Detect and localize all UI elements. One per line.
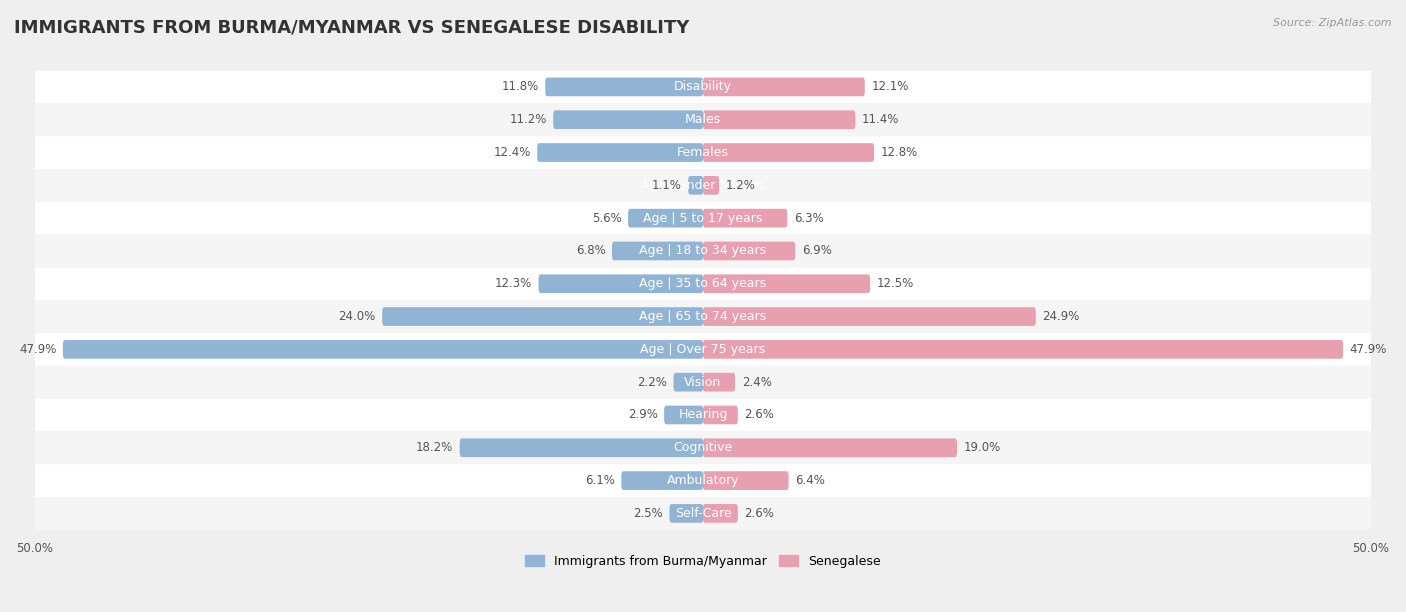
FancyBboxPatch shape	[546, 78, 703, 96]
Text: 12.4%: 12.4%	[494, 146, 530, 159]
Text: Age | Under 5 years: Age | Under 5 years	[641, 179, 765, 192]
Text: Age | 35 to 64 years: Age | 35 to 64 years	[640, 277, 766, 290]
Text: 1.2%: 1.2%	[725, 179, 755, 192]
FancyBboxPatch shape	[703, 110, 855, 129]
Text: 11.8%: 11.8%	[502, 80, 538, 94]
FancyBboxPatch shape	[703, 373, 735, 392]
Text: 12.8%: 12.8%	[880, 146, 918, 159]
FancyBboxPatch shape	[35, 234, 1371, 267]
Text: 2.6%: 2.6%	[744, 507, 775, 520]
Text: Age | 18 to 34 years: Age | 18 to 34 years	[640, 244, 766, 258]
Text: Self-Care: Self-Care	[675, 507, 731, 520]
Text: Females: Females	[678, 146, 728, 159]
Text: 1.1%: 1.1%	[652, 179, 682, 192]
FancyBboxPatch shape	[703, 176, 718, 195]
Text: 12.5%: 12.5%	[877, 277, 914, 290]
FancyBboxPatch shape	[63, 340, 703, 359]
FancyBboxPatch shape	[703, 406, 738, 424]
FancyBboxPatch shape	[35, 169, 1371, 202]
FancyBboxPatch shape	[628, 209, 703, 228]
FancyBboxPatch shape	[703, 78, 865, 96]
Text: 2.6%: 2.6%	[744, 408, 775, 422]
Text: 24.9%: 24.9%	[1042, 310, 1080, 323]
FancyBboxPatch shape	[703, 340, 1343, 359]
Text: 2.9%: 2.9%	[627, 408, 658, 422]
FancyBboxPatch shape	[382, 307, 703, 326]
FancyBboxPatch shape	[703, 504, 738, 523]
FancyBboxPatch shape	[664, 406, 703, 424]
Text: 19.0%: 19.0%	[963, 441, 1001, 454]
Text: Cognitive: Cognitive	[673, 441, 733, 454]
FancyBboxPatch shape	[35, 103, 1371, 136]
FancyBboxPatch shape	[673, 373, 703, 392]
FancyBboxPatch shape	[703, 274, 870, 293]
FancyBboxPatch shape	[35, 267, 1371, 300]
FancyBboxPatch shape	[703, 471, 789, 490]
Text: IMMIGRANTS FROM BURMA/MYANMAR VS SENEGALESE DISABILITY: IMMIGRANTS FROM BURMA/MYANMAR VS SENEGAL…	[14, 18, 689, 36]
FancyBboxPatch shape	[703, 143, 875, 162]
Text: 11.2%: 11.2%	[509, 113, 547, 126]
FancyBboxPatch shape	[35, 202, 1371, 234]
Text: 6.9%: 6.9%	[801, 244, 832, 258]
Text: Disability: Disability	[673, 80, 733, 94]
FancyBboxPatch shape	[553, 110, 703, 129]
FancyBboxPatch shape	[35, 366, 1371, 398]
Text: Age | Over 75 years: Age | Over 75 years	[641, 343, 765, 356]
Text: Age | 5 to 17 years: Age | 5 to 17 years	[644, 212, 762, 225]
Text: 24.0%: 24.0%	[339, 310, 375, 323]
FancyBboxPatch shape	[35, 497, 1371, 530]
Text: 47.9%: 47.9%	[1350, 343, 1388, 356]
FancyBboxPatch shape	[35, 136, 1371, 169]
Text: Hearing: Hearing	[678, 408, 728, 422]
Text: Age | 65 to 74 years: Age | 65 to 74 years	[640, 310, 766, 323]
Text: Ambulatory: Ambulatory	[666, 474, 740, 487]
Text: 6.4%: 6.4%	[796, 474, 825, 487]
FancyBboxPatch shape	[703, 242, 796, 260]
Text: Males: Males	[685, 113, 721, 126]
Text: 12.3%: 12.3%	[495, 277, 531, 290]
Text: 5.6%: 5.6%	[592, 212, 621, 225]
FancyBboxPatch shape	[35, 431, 1371, 464]
FancyBboxPatch shape	[35, 464, 1371, 497]
FancyBboxPatch shape	[460, 438, 703, 457]
Text: 6.1%: 6.1%	[585, 474, 614, 487]
Text: 2.4%: 2.4%	[742, 376, 772, 389]
FancyBboxPatch shape	[703, 307, 1036, 326]
FancyBboxPatch shape	[538, 274, 703, 293]
Text: 6.3%: 6.3%	[794, 212, 824, 225]
Text: 18.2%: 18.2%	[416, 441, 453, 454]
Text: 12.1%: 12.1%	[872, 80, 908, 94]
Text: Source: ZipAtlas.com: Source: ZipAtlas.com	[1274, 18, 1392, 28]
FancyBboxPatch shape	[537, 143, 703, 162]
FancyBboxPatch shape	[35, 333, 1371, 366]
FancyBboxPatch shape	[612, 242, 703, 260]
FancyBboxPatch shape	[688, 176, 703, 195]
FancyBboxPatch shape	[35, 70, 1371, 103]
Text: Vision: Vision	[685, 376, 721, 389]
Text: 2.2%: 2.2%	[637, 376, 666, 389]
FancyBboxPatch shape	[703, 209, 787, 228]
FancyBboxPatch shape	[703, 438, 957, 457]
FancyBboxPatch shape	[35, 300, 1371, 333]
Text: 11.4%: 11.4%	[862, 113, 900, 126]
Text: 47.9%: 47.9%	[18, 343, 56, 356]
FancyBboxPatch shape	[35, 398, 1371, 431]
Text: 2.5%: 2.5%	[633, 507, 662, 520]
Text: 6.8%: 6.8%	[575, 244, 606, 258]
Legend: Immigrants from Burma/Myanmar, Senegalese: Immigrants from Burma/Myanmar, Senegales…	[520, 550, 886, 573]
FancyBboxPatch shape	[621, 471, 703, 490]
FancyBboxPatch shape	[669, 504, 703, 523]
